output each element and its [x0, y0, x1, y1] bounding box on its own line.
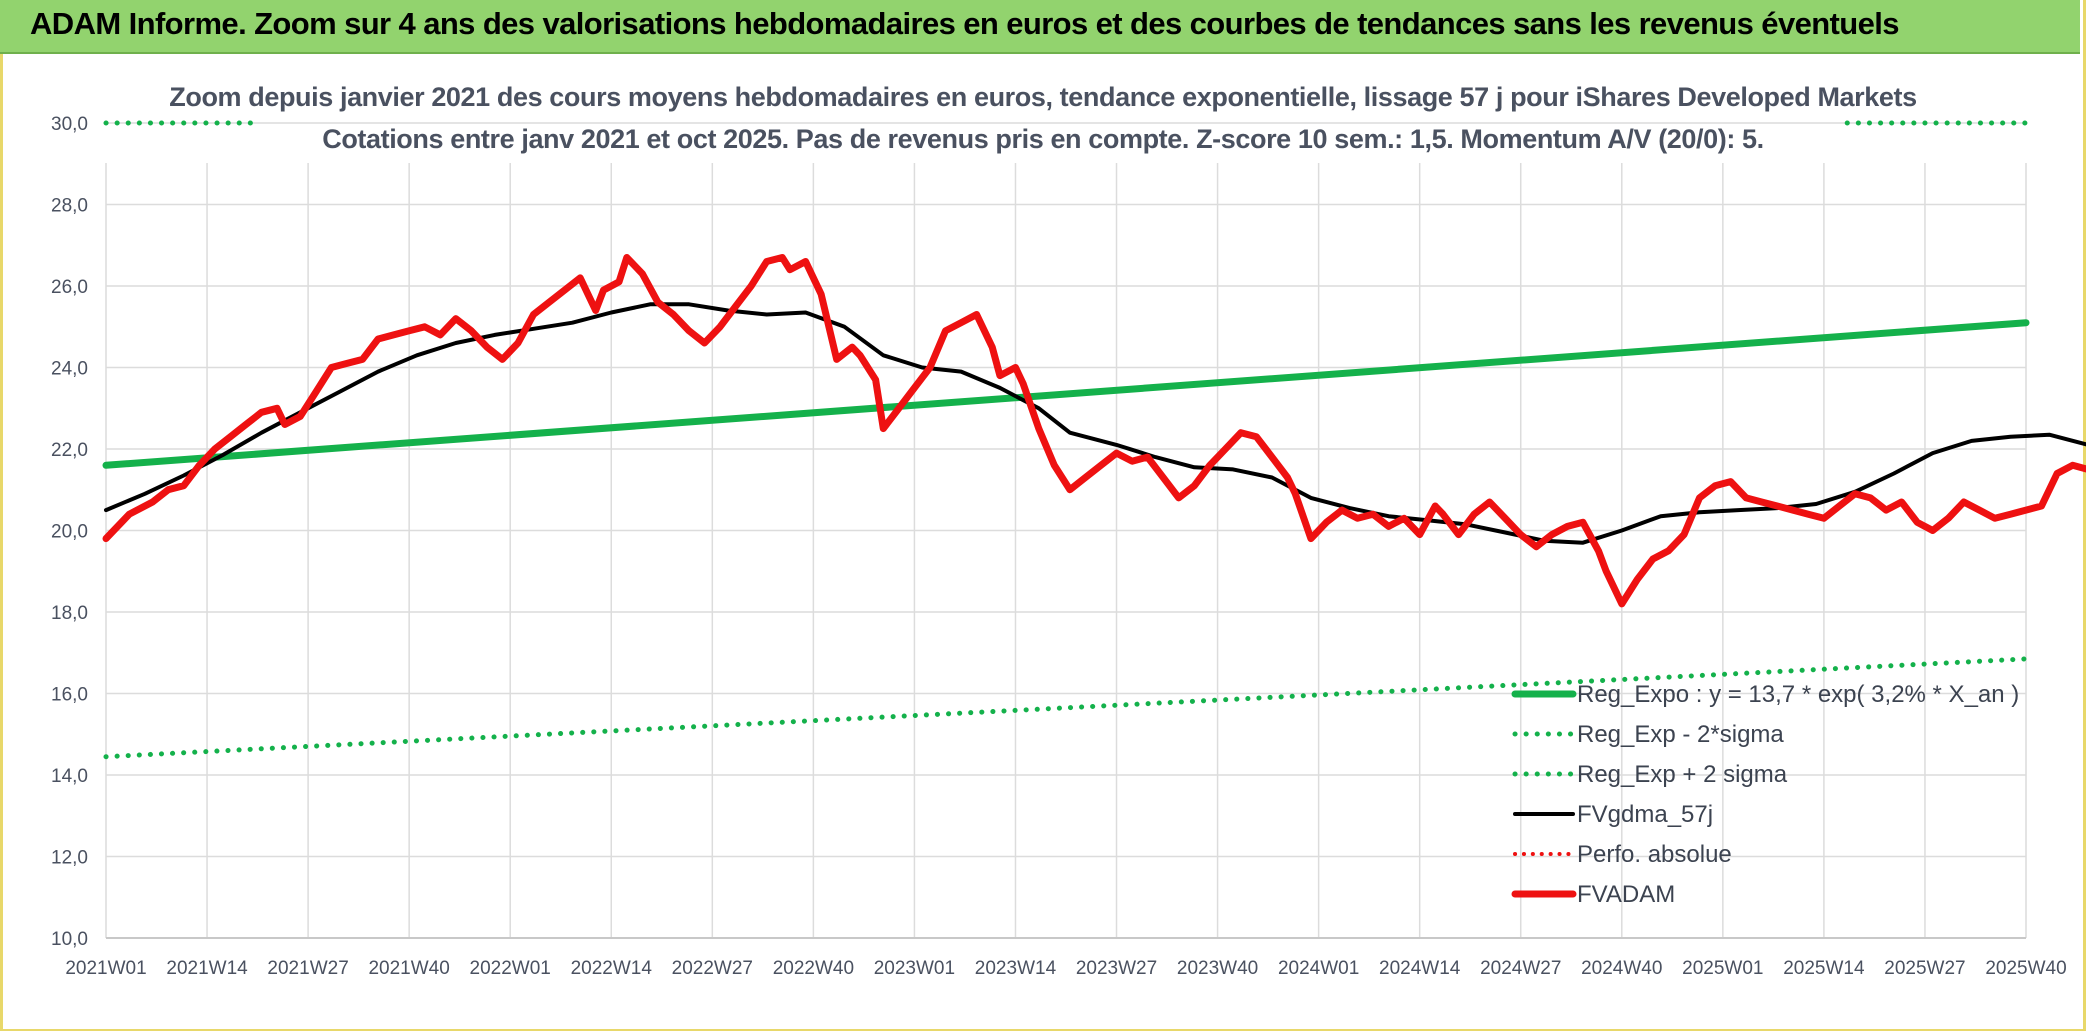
y-tick-label: 16,0	[51, 685, 88, 706]
x-tick-label: 2023W01	[874, 958, 955, 979]
series-reg-expo-y-13-7-exp-3-2-x-an-line	[102, 319, 2030, 469]
x-tick-label: 2021W14	[166, 958, 248, 979]
y-tick-label: 20,0	[51, 522, 88, 543]
report-header: ADAM Informe. Zoom sur 4 ans des valoris…	[0, 0, 2080, 54]
chart-grid	[105, 122, 2027, 939]
x-tick-label: 2022W40	[773, 958, 854, 979]
y-tick-label: 10,0	[51, 929, 88, 950]
legend-reg-exp-2-sigma-label: Reg_Exp - 2*sigma	[1577, 721, 1784, 748]
x-tick-label: 2022W27	[672, 958, 753, 979]
y-tick-label: 18,0	[51, 603, 88, 624]
x-tick-label: 2021W01	[65, 958, 146, 979]
y-tick-label: 24,0	[51, 359, 88, 380]
x-tick-label: 2025W14	[1783, 958, 1865, 979]
x-tick-label: 2024W27	[1480, 958, 1561, 979]
x-axis: 2021W01 2021W14 2021W27 2021W40 2022W01 2022W…	[65, 937, 2067, 979]
y-tick-label: 30,0	[51, 114, 88, 135]
x-tick-label: 2025W40	[1985, 958, 2066, 979]
x-tick-label: 2023W40	[1177, 958, 1258, 979]
y-tick-label: 26,0	[51, 277, 88, 298]
chart-title: Zoom depuis janvier 2021 des cours moyen…	[169, 82, 1917, 112]
y-tick-label: 28,0	[51, 196, 88, 217]
x-tick-label: 2024W14	[1379, 958, 1461, 979]
series-fvgdma-57j-line	[104, 302, 2086, 545]
report-title: ADAM Informe. Zoom sur 4 ans des valoris…	[30, 6, 1900, 41]
x-tick-label: 2025W01	[1682, 958, 1763, 979]
x-tick-label: 2022W14	[571, 958, 653, 979]
legend-fvadam-label: FVADAM	[1577, 881, 1675, 908]
x-tick-label: 2024W40	[1581, 958, 1662, 979]
legend-perfo-absolue-label: Perfo. absolue	[1577, 841, 1732, 868]
x-tick-label: 2025W27	[1884, 958, 1965, 979]
y-tick-label: 22,0	[51, 440, 88, 461]
x-tick-label: 2021W40	[368, 958, 449, 979]
y-axis: 10,0 12,0 14,0 16,0 18,0 20,0 22,0 24,0 26,0 28,0…	[51, 114, 88, 950]
chart-subtitle: Cotations entre janv 2021 et oct 2025. P…	[322, 124, 1764, 154]
series-fvadam-line	[102, 254, 2086, 608]
chart-legend: Reg_Expo : y = 13,7 * exp( 3,2% * X_an )…	[1511, 681, 2019, 908]
legend-fvgdma-57j-label: FVgdma_57j	[1577, 801, 1713, 828]
y-tick-label: 14,0	[51, 766, 88, 787]
y-tick-label: 12,0	[51, 848, 88, 869]
x-tick-label: 2023W27	[1076, 958, 1157, 979]
x-tick-label: 2022W01	[470, 958, 551, 979]
legend-reg-exp-2-sigma-label: Reg_Exp + 2 sigma	[1577, 761, 1788, 788]
x-tick-label: 2023W14	[975, 958, 1057, 979]
legend-reg-expo-y-13-7-exp-3-2-x-an-label: Reg_Expo : y = 13,7 * exp( 3,2% * X_an )	[1577, 681, 2019, 708]
chart-series	[102, 120, 2086, 760]
x-tick-label: 2021W27	[267, 958, 348, 979]
x-tick-label: 2024W01	[1278, 958, 1359, 979]
series-reg-exp-2-sigma-line	[103, 656, 2029, 760]
